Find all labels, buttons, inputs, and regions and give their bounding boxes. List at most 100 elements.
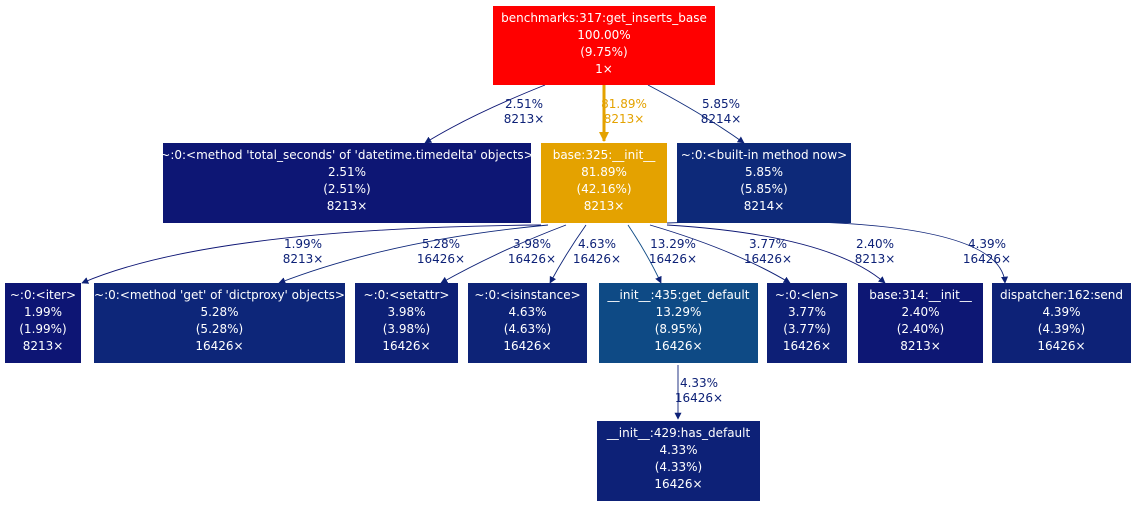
edge-calls-label: 8214× bbox=[701, 112, 742, 126]
node-box[interactable] bbox=[468, 283, 587, 363]
node-box[interactable] bbox=[541, 143, 667, 223]
edge-line bbox=[627, 224, 662, 284]
node-dispatcher-send[interactable]: dispatcher:162:send 4.39% (4.39%) 16426× bbox=[992, 283, 1131, 363]
edge-percent-label: 4.63% bbox=[578, 237, 616, 251]
edge-calls-label: 8213× bbox=[855, 252, 896, 266]
edge-base-325-init-to-base-314-init: 2.40%8213× bbox=[666, 224, 896, 284]
node-total-seconds[interactable]: ~:0:<method 'total_seconds' of 'datetime… bbox=[160, 143, 534, 223]
edge-calls-label: 16426× bbox=[649, 252, 697, 266]
node-self-percent: (9.75%) bbox=[580, 45, 627, 59]
node-box[interactable] bbox=[858, 283, 983, 363]
node-call-count: 1× bbox=[595, 62, 613, 76]
node-isinstance[interactable]: ~:0:<isinstance> 4.63% (4.63%) 16426× bbox=[468, 283, 587, 363]
node-function-label: __init__:429:has_default bbox=[606, 426, 751, 440]
node-self-percent: (1.99%) bbox=[19, 322, 66, 336]
node-self-percent: (5.28%) bbox=[196, 322, 243, 336]
node-total-percent: 4.33% bbox=[659, 443, 697, 457]
node-function-label: ~:0:<iter> bbox=[10, 288, 76, 302]
node-total-percent: 81.89% bbox=[581, 165, 627, 179]
edge-base-325-init-to-iter: 1.99%8213× bbox=[81, 224, 542, 284]
node-box[interactable] bbox=[355, 283, 458, 363]
node-call-count: 16426× bbox=[382, 339, 430, 353]
node-call-count: 8214× bbox=[744, 199, 785, 213]
node-built-in-method-now[interactable]: ~:0:<built-in method now> 5.85% (5.85%) 821… bbox=[677, 143, 851, 223]
node-box[interactable] bbox=[5, 283, 81, 363]
edge-base-325-init-to-dispatcher-send: 4.39%16426× bbox=[666, 220, 1011, 284]
node-call-count: 16426× bbox=[654, 339, 702, 353]
node-self-percent: (3.77%) bbox=[783, 322, 830, 336]
node-total-percent: 100.00% bbox=[577, 28, 630, 42]
node-box[interactable] bbox=[493, 6, 715, 85]
edge-get-inserts-base-to-total-seconds: 2.51%8213× bbox=[424, 84, 546, 144]
node-total-percent: 4.63% bbox=[508, 305, 546, 319]
node-total-percent: 5.28% bbox=[200, 305, 238, 319]
node-get-default[interactable]: __init__:435:get_default 13.29% (8.95%) 164… bbox=[599, 283, 758, 363]
node-box[interactable] bbox=[597, 421, 760, 501]
edge-calls-label: 16426× bbox=[508, 252, 556, 266]
edge-percent-label: 2.40% bbox=[856, 237, 894, 251]
edge-calls-label: 16426× bbox=[675, 391, 723, 405]
node-iter[interactable]: ~:0:<iter> 1.99% (1.99%) 8213× bbox=[5, 283, 81, 363]
edge-calls-label: 16426× bbox=[963, 252, 1011, 266]
node-setattr[interactable]: ~:0:<setattr> 3.98% (3.98%) 16426× bbox=[355, 283, 458, 363]
node-box[interactable] bbox=[677, 143, 851, 223]
node-function-label: benchmarks:317:get_inserts_base bbox=[501, 11, 707, 25]
node-get-inserts-base[interactable]: benchmarks:317:get_inserts_base 100.00% (9… bbox=[493, 6, 715, 85]
node-call-count: 16426× bbox=[654, 477, 702, 491]
node-total-percent: 2.40% bbox=[901, 305, 939, 319]
node-base-314-init[interactable]: base:314:__init__ 2.40% (2.40%) 8213× bbox=[858, 283, 983, 363]
edge-percent-label: 2.51% bbox=[505, 97, 543, 111]
node-total-percent: 1.99% bbox=[24, 305, 62, 319]
edge-percent-label: 5.85% bbox=[702, 97, 740, 111]
node-call-count: 8213× bbox=[584, 199, 625, 213]
edge-base-325-init-to-dictproxy-get: 5.28%16426× bbox=[278, 224, 549, 284]
edge-base-325-init-to-isinstance: 4.63%16426× bbox=[549, 224, 621, 284]
node-has-default[interactable]: __init__:429:has_default 4.33% (4.33%) 1642… bbox=[597, 421, 760, 501]
node-function-label: ~:0:<method 'total_seconds' of 'datetime… bbox=[160, 148, 533, 162]
node-box[interactable] bbox=[94, 283, 345, 363]
edge-calls-label: 8213× bbox=[604, 112, 645, 126]
edge-line bbox=[647, 84, 745, 144]
node-function-label: ~:0:<setattr> bbox=[364, 288, 450, 302]
edge-base-325-init-to-len: 3.77%16426× bbox=[649, 224, 792, 284]
node-self-percent: (42.16%) bbox=[576, 182, 631, 196]
node-call-count: 8213× bbox=[900, 339, 941, 353]
node-self-percent: (5.85%) bbox=[740, 182, 787, 196]
node-box[interactable] bbox=[599, 283, 758, 363]
edge-base-325-init-to-get-default: 13.29%16426× bbox=[627, 224, 697, 284]
edge-line bbox=[81, 224, 542, 284]
node-function-label: ~:0:<isinstance> bbox=[474, 288, 580, 302]
node-function-label: ~:0:<len> bbox=[775, 288, 839, 302]
node-base-325-init[interactable]: base:325:__init__ 81.89% (42.16%) 8213× bbox=[541, 143, 667, 223]
edge-line bbox=[440, 224, 567, 284]
node-len[interactable]: ~:0:<len> 3.77% (3.77%) 16426× bbox=[767, 283, 847, 363]
node-call-count: 8213× bbox=[327, 199, 368, 213]
edge-line bbox=[666, 224, 886, 284]
edge-get-inserts-base-to-now: 5.85%8214× bbox=[647, 84, 745, 144]
node-function-label: base:325:__init__ bbox=[553, 148, 657, 162]
node-call-count: 16426× bbox=[783, 339, 831, 353]
node-box[interactable] bbox=[767, 283, 847, 363]
edge-percent-label: 4.39% bbox=[968, 237, 1006, 251]
node-total-percent: 2.51% bbox=[328, 165, 366, 179]
edge-calls-label: 16426× bbox=[573, 252, 621, 266]
node-self-percent: (3.98%) bbox=[383, 322, 430, 336]
node-self-percent: (4.33%) bbox=[655, 460, 702, 474]
node-total-percent: 4.39% bbox=[1042, 305, 1080, 319]
edge-percent-label: 1.99% bbox=[284, 237, 322, 251]
node-function-label: __init__:435:get_default bbox=[607, 288, 750, 302]
node-self-percent: (4.39%) bbox=[1038, 322, 1085, 336]
edge-line bbox=[649, 224, 791, 284]
node-dictproxy-get[interactable]: ~:0:<method 'get' of 'dictproxy' objects… bbox=[94, 283, 345, 363]
node-box[interactable] bbox=[992, 283, 1131, 363]
node-function-label: base:314:__init__ bbox=[869, 288, 973, 302]
node-self-percent: (8.95%) bbox=[655, 322, 702, 336]
node-total-percent: 3.98% bbox=[387, 305, 425, 319]
edge-percent-label: 5.28% bbox=[422, 237, 460, 251]
node-call-count: 16426× bbox=[195, 339, 243, 353]
edges-layer: 2.51%8213×81.89%8213×5.85%8214×1.99%8213… bbox=[81, 84, 1011, 420]
node-box[interactable] bbox=[163, 143, 531, 223]
node-self-percent: (2.51%) bbox=[323, 182, 370, 196]
node-function-label: dispatcher:162:send bbox=[1000, 288, 1123, 302]
